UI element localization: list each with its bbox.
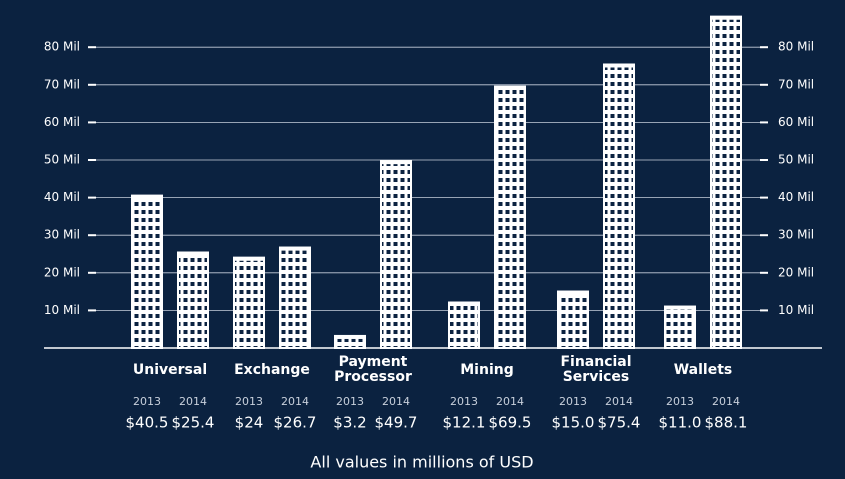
value-label: $75.4 <box>598 414 641 432</box>
building <box>664 305 696 350</box>
category-label: Exchange <box>234 361 310 378</box>
series-label: 2014 <box>712 395 740 408</box>
value-label: $15.0 <box>552 414 595 432</box>
value-label: $49.7 <box>375 414 418 432</box>
building <box>380 160 412 349</box>
series-label: 2013 <box>133 395 161 408</box>
roof <box>603 63 635 68</box>
roof <box>334 334 366 339</box>
category-label: Financial Services <box>560 354 632 385</box>
building <box>448 301 480 349</box>
y-tick-label: 50 Mil <box>44 153 80 167</box>
y-tick-label-right: 50 Mil <box>778 153 814 167</box>
roof <box>557 290 589 295</box>
value-label: $3.2 <box>333 414 366 432</box>
building <box>233 256 265 350</box>
series-label: 2013 <box>235 395 263 408</box>
building <box>557 290 589 350</box>
y-tick-label-right: 30 Mil <box>778 228 814 242</box>
category-label: Wallets <box>673 361 733 378</box>
series-label: 2014 <box>382 395 410 408</box>
roof <box>494 85 526 90</box>
y-tick-label-right: 80 Mil <box>778 40 814 54</box>
series-label: 2014 <box>496 395 524 408</box>
category-label: Universal <box>132 361 208 378</box>
y-tick-label: 60 Mil <box>44 115 80 129</box>
y-tick-label: 10 Mil <box>44 303 80 317</box>
category-label: Mining <box>460 361 514 378</box>
value-label: $88.1 <box>705 414 748 432</box>
category-label: Payment Processor <box>334 354 412 385</box>
annotation: All values in millions of USD <box>310 453 533 472</box>
y-tick-label: 80 Mil <box>44 40 80 54</box>
building <box>494 85 526 350</box>
building <box>603 63 635 349</box>
building <box>177 251 209 349</box>
y-tick-label: 20 Mil <box>44 265 80 279</box>
y-tick-label-right: 70 Mil <box>778 77 814 91</box>
value-label: $24 <box>235 414 264 432</box>
y-tick-label-right: 40 Mil <box>778 190 814 204</box>
y-tick-label-right: 60 Mil <box>778 115 814 129</box>
series-label: 2013 <box>450 395 478 408</box>
value-label: $69.5 <box>489 414 532 432</box>
roof <box>448 301 480 306</box>
roof <box>177 251 209 256</box>
series-label: 2013 <box>666 395 694 408</box>
series-label: 2013 <box>336 395 364 408</box>
y-tick-label: 30 Mil <box>44 228 80 242</box>
y-tick-label: 40 Mil <box>44 190 80 204</box>
roof <box>279 246 311 251</box>
y-tick-label-right: 20 Mil <box>778 265 814 279</box>
roof <box>131 194 163 199</box>
building <box>131 194 163 349</box>
series-label: 2014 <box>605 395 633 408</box>
series-label: 2014 <box>281 395 309 408</box>
series-label: 2013 <box>559 395 587 408</box>
value-label: $26.7 <box>274 414 317 432</box>
roof <box>380 160 412 165</box>
value-label: $12.1 <box>443 414 486 432</box>
y-tick-label-right: 10 Mil <box>778 303 814 317</box>
building <box>279 246 311 349</box>
series-label: 2014 <box>179 395 207 408</box>
value-label: $25.4 <box>172 414 215 432</box>
roof <box>710 15 742 20</box>
roof <box>664 305 696 310</box>
y-tick-label: 70 Mil <box>44 77 80 91</box>
value-label: $11.0 <box>659 414 702 432</box>
value-label: $40.5 <box>126 414 169 432</box>
building <box>710 15 742 350</box>
roof <box>233 256 265 261</box>
